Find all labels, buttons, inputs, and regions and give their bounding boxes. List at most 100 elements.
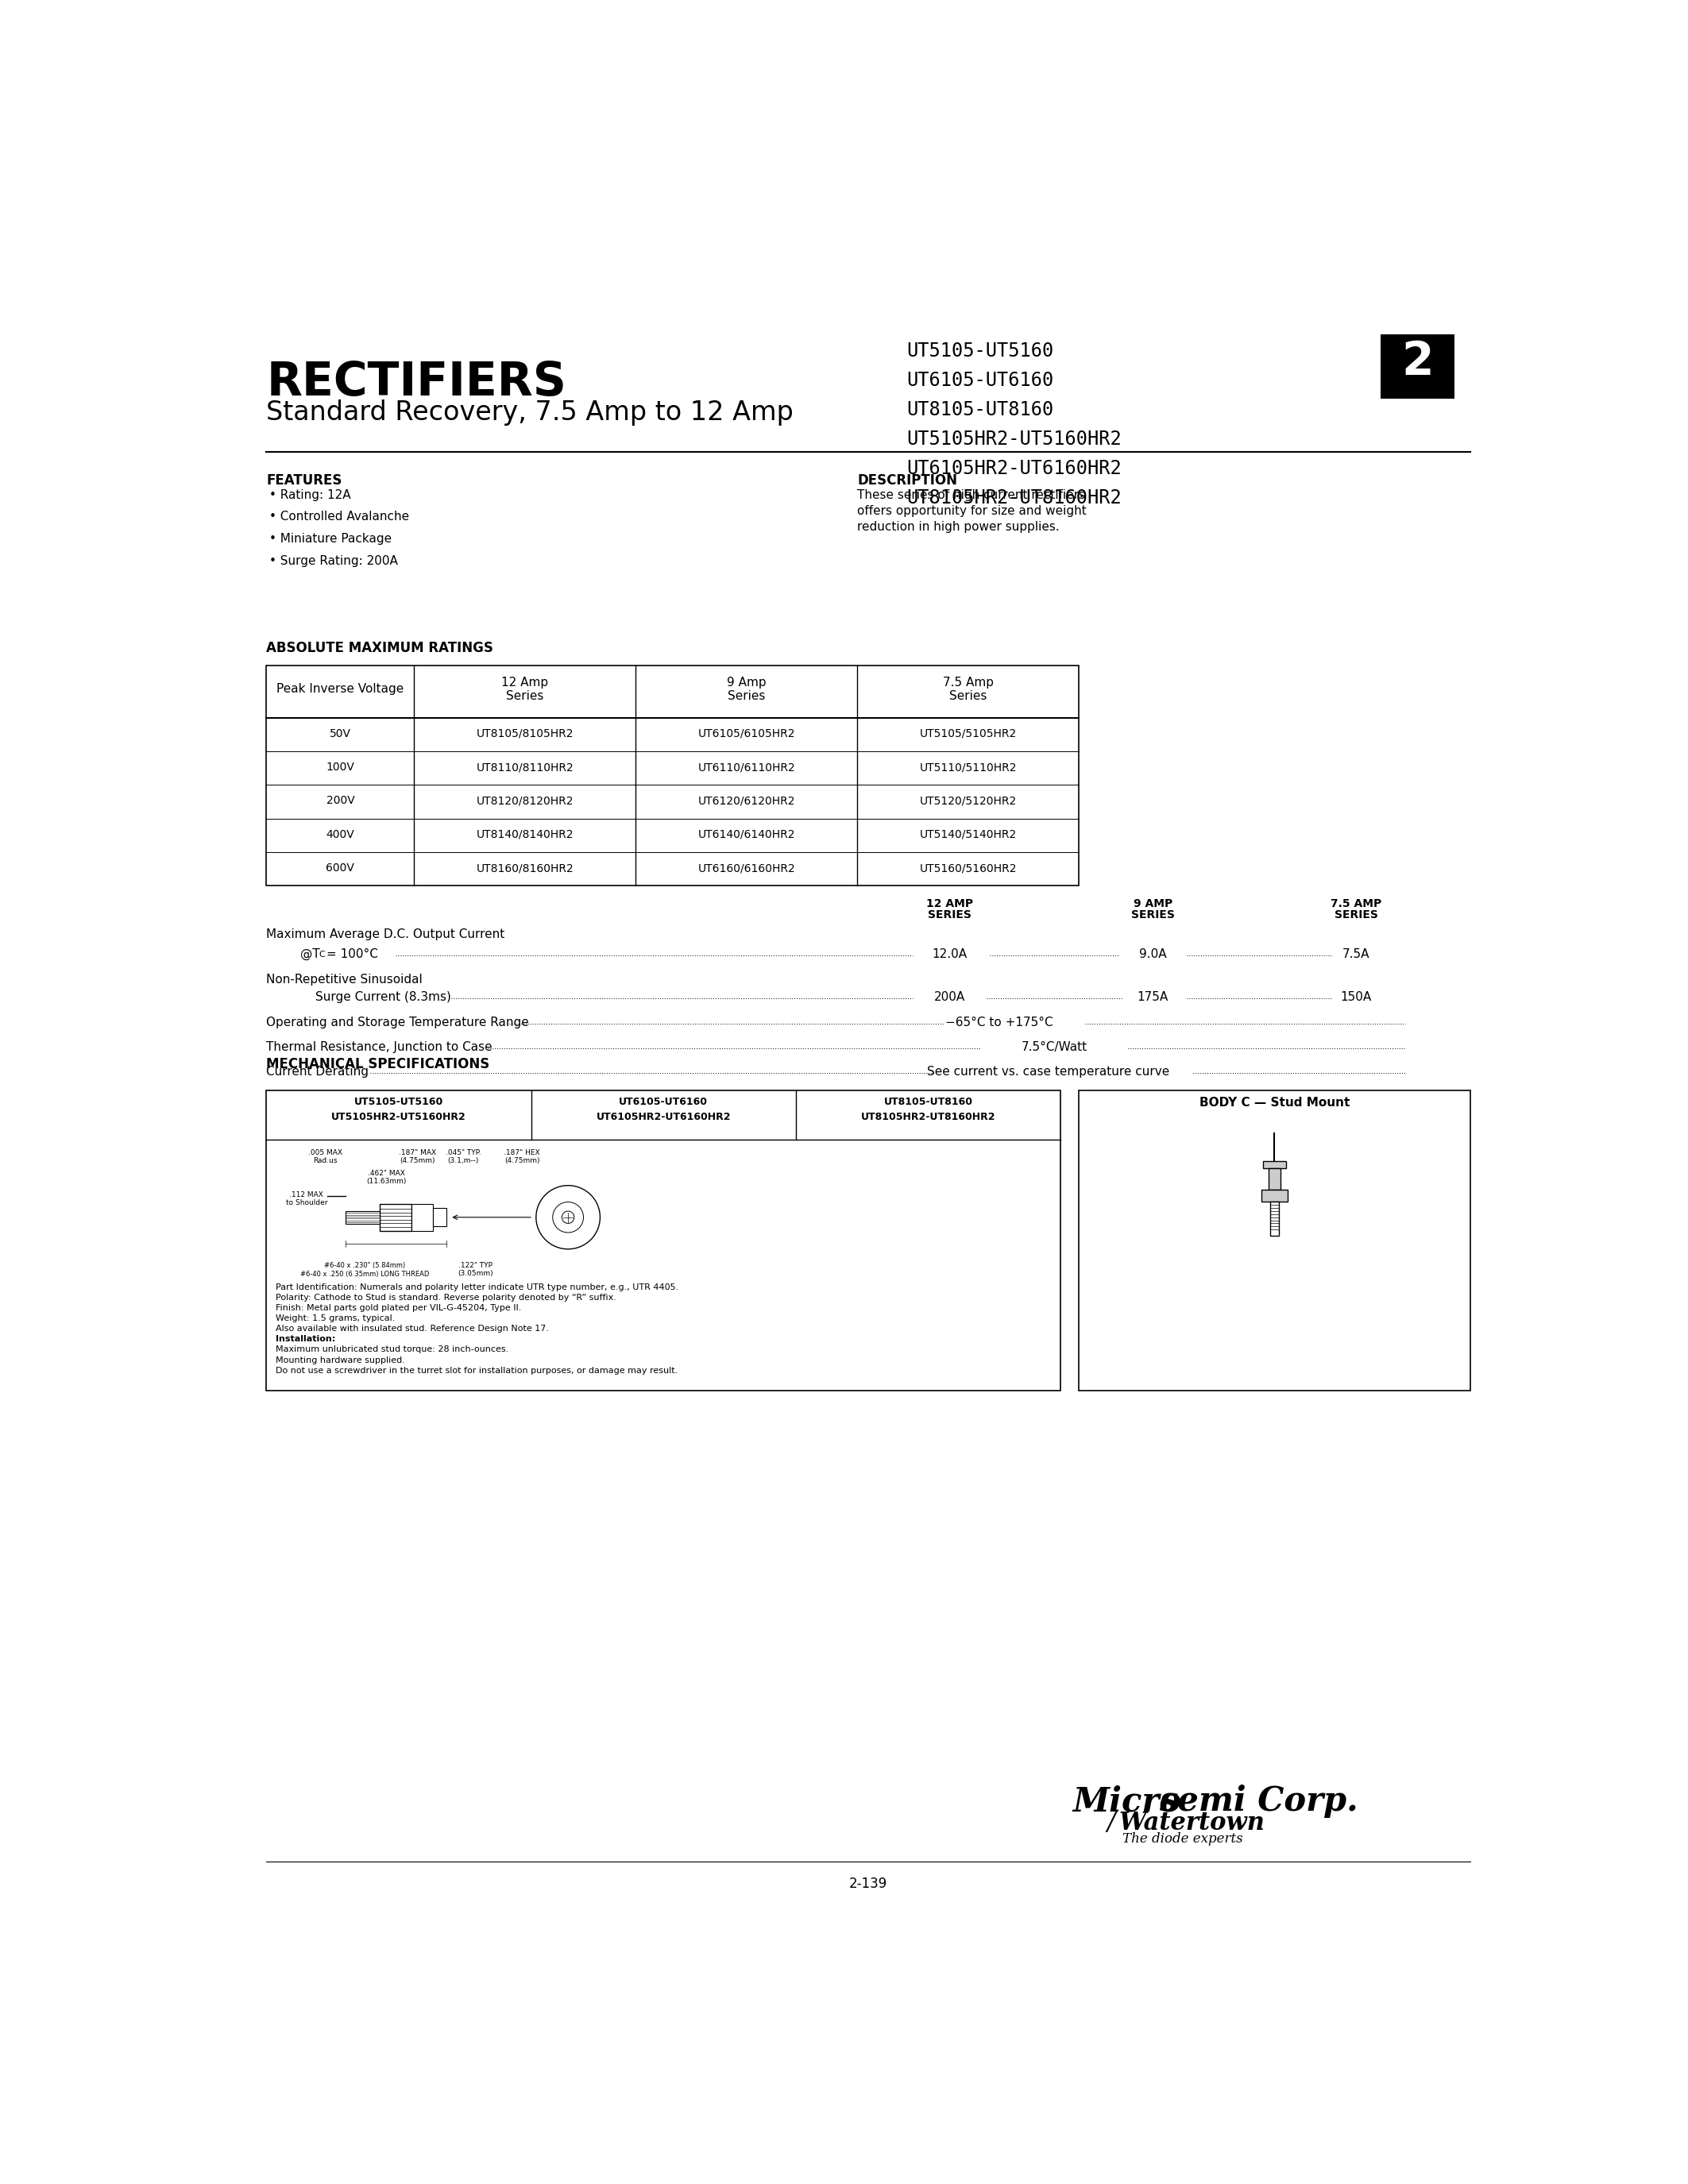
Text: Polarity: Cathode to Stud is standard. Reverse polarity denoted by “R” suffix.: Polarity: Cathode to Stud is standard. R… bbox=[275, 1293, 616, 1302]
Text: −65°C to +175°C: −65°C to +175°C bbox=[945, 1018, 1053, 1029]
Bar bbox=[1268, 1168, 1281, 1190]
Text: #6-40 x .230" (5.84mm): #6-40 x .230" (5.84mm) bbox=[324, 1262, 405, 1269]
Bar bbox=[267, 666, 1079, 887]
Text: .187" MAX: .187" MAX bbox=[398, 1149, 436, 1155]
Text: Do not use a screwdriver in the turret slot for installation purposes, or damage: Do not use a screwdriver in the turret s… bbox=[275, 1367, 679, 1374]
Text: ABSOLUTE MAXIMUM RATINGS: ABSOLUTE MAXIMUM RATINGS bbox=[267, 642, 493, 655]
Text: offers opportunity for size and weight: offers opportunity for size and weight bbox=[858, 505, 1087, 518]
Text: (3.05mm): (3.05mm) bbox=[457, 1269, 493, 1278]
Text: .005 MAX: .005 MAX bbox=[307, 1149, 343, 1155]
Text: 9.0A: 9.0A bbox=[1139, 948, 1166, 961]
Text: • Surge Rating: 200A: • Surge Rating: 200A bbox=[270, 555, 398, 568]
Text: Thermal Resistance, Junction to Case: Thermal Resistance, Junction to Case bbox=[267, 1042, 493, 1053]
Text: These series of high current rectifiers: These series of high current rectifiers bbox=[858, 489, 1085, 500]
Text: Non-Repetitive Sinusoidal: Non-Repetitive Sinusoidal bbox=[267, 974, 422, 985]
Text: (4.75mm): (4.75mm) bbox=[400, 1158, 436, 1164]
Bar bbox=[1079, 1090, 1470, 1391]
Text: Watertown: Watertown bbox=[1119, 1811, 1264, 1835]
Text: 12 AMP: 12 AMP bbox=[927, 898, 974, 909]
Text: • Rating: 12A: • Rating: 12A bbox=[270, 489, 351, 500]
Text: Peak Inverse Voltage: Peak Inverse Voltage bbox=[277, 684, 403, 695]
Text: BODY C — Stud Mount: BODY C — Stud Mount bbox=[1198, 1096, 1350, 1109]
Text: UT6105-UT6160: UT6105-UT6160 bbox=[619, 1096, 707, 1107]
Text: UT5140/5140HR2: UT5140/5140HR2 bbox=[920, 830, 1016, 841]
Text: 2-139: 2-139 bbox=[849, 1876, 888, 1891]
Text: Maximum Average D.C. Output Current: Maximum Average D.C. Output Current bbox=[267, 928, 505, 941]
Text: See current vs. case temperature curve: See current vs. case temperature curve bbox=[927, 1066, 1170, 1077]
Text: Also available with insulated stud. Reference Design Note 17.: Also available with insulated stud. Refe… bbox=[275, 1326, 549, 1332]
Text: 175A: 175A bbox=[1138, 992, 1168, 1002]
Text: Operating and Storage Temperature Range: Operating and Storage Temperature Range bbox=[267, 1018, 528, 1029]
Text: UT8105/8105HR2: UT8105/8105HR2 bbox=[476, 727, 574, 738]
Bar bbox=[380, 1203, 412, 1232]
Text: 400V: 400V bbox=[326, 830, 354, 841]
Text: Part Identification: Numerals and polarity letter indicate UTR type number, e.g.: Part Identification: Numerals and polari… bbox=[275, 1284, 679, 1291]
Text: Micro: Micro bbox=[1074, 1784, 1182, 1817]
Text: 7.5A: 7.5A bbox=[1342, 948, 1369, 961]
Text: .122" TYP: .122" TYP bbox=[459, 1262, 493, 1269]
Bar bbox=[412, 1203, 434, 1232]
Bar bbox=[1263, 1162, 1286, 1168]
Text: UT5105HR2-UT5160HR2: UT5105HR2-UT5160HR2 bbox=[331, 1112, 466, 1123]
Text: .462" MAX: .462" MAX bbox=[368, 1171, 405, 1177]
Text: Series: Series bbox=[506, 690, 544, 701]
Text: /: / bbox=[1107, 1811, 1123, 1835]
Text: 9 Amp: 9 Amp bbox=[728, 677, 766, 688]
Text: reduction in high power supplies.: reduction in high power supplies. bbox=[858, 520, 1060, 533]
Text: DESCRIPTION: DESCRIPTION bbox=[858, 474, 957, 487]
Text: #6-40 x .250 (6.35mm) LONG THREAD: #6-40 x .250 (6.35mm) LONG THREAD bbox=[300, 1271, 429, 1278]
Text: UT8110/8110HR2: UT8110/8110HR2 bbox=[476, 762, 574, 773]
Text: Series: Series bbox=[728, 690, 765, 701]
Text: 200V: 200V bbox=[326, 795, 354, 806]
Text: 100V: 100V bbox=[326, 762, 354, 773]
Text: 12.0A: 12.0A bbox=[932, 948, 967, 961]
Text: UT8105-UT8160: UT8105-UT8160 bbox=[885, 1096, 972, 1107]
Text: .045" TYP.: .045" TYP. bbox=[446, 1149, 481, 1155]
Text: semi Corp.: semi Corp. bbox=[1160, 1784, 1359, 1817]
Text: @T: @T bbox=[300, 948, 321, 961]
Text: 7.5 Amp: 7.5 Amp bbox=[944, 677, 994, 688]
Text: Installation:: Installation: bbox=[275, 1334, 336, 1343]
Text: Current Derating: Current Derating bbox=[267, 1066, 370, 1077]
Bar bbox=[346, 1212, 380, 1223]
Text: UT8105HR2-UT8160HR2: UT8105HR2-UT8160HR2 bbox=[861, 1112, 996, 1123]
Bar bbox=[1261, 1190, 1288, 1201]
Text: 600V: 600V bbox=[326, 863, 354, 874]
Text: to Shoulder: to Shoulder bbox=[285, 1199, 327, 1208]
Text: 150A: 150A bbox=[1340, 992, 1372, 1002]
Text: (3.1,m--): (3.1,m--) bbox=[447, 1158, 479, 1164]
Text: 7.5°C/Watt: 7.5°C/Watt bbox=[1021, 1042, 1087, 1053]
Text: Maximum unlubricated stud torque: 28 inch-ounces.: Maximum unlubricated stud torque: 28 inc… bbox=[275, 1345, 508, 1354]
Text: UT5160/5160HR2: UT5160/5160HR2 bbox=[920, 863, 1016, 874]
Bar bbox=[1381, 334, 1455, 397]
Text: Standard Recovery, 7.5 Amp to 12 Amp: Standard Recovery, 7.5 Amp to 12 Amp bbox=[267, 400, 793, 426]
Text: UT5105-UT5160: UT5105-UT5160 bbox=[354, 1096, 444, 1107]
Text: 9 AMP: 9 AMP bbox=[1133, 898, 1173, 909]
Text: UT6105-UT6160: UT6105-UT6160 bbox=[906, 371, 1053, 391]
Text: FEATURES: FEATURES bbox=[267, 474, 343, 487]
Text: UT6160/6160HR2: UT6160/6160HR2 bbox=[697, 863, 795, 874]
Text: UT5105HR2-UT5160HR2: UT5105HR2-UT5160HR2 bbox=[906, 430, 1123, 448]
Text: UT8160/8160HR2: UT8160/8160HR2 bbox=[476, 863, 574, 874]
Text: Series: Series bbox=[949, 690, 987, 701]
Text: UT8105HR2-UT8160HR2: UT8105HR2-UT8160HR2 bbox=[906, 489, 1123, 507]
Text: Finish: Metal parts gold plated per VIL-G-45204, Type II.: Finish: Metal parts gold plated per VIL-… bbox=[275, 1304, 522, 1313]
Text: UT6105HR2-UT6160HR2: UT6105HR2-UT6160HR2 bbox=[596, 1112, 731, 1123]
Text: SERIES: SERIES bbox=[928, 909, 972, 919]
Text: UT5105-UT5160: UT5105-UT5160 bbox=[906, 341, 1053, 360]
Bar bbox=[434, 1208, 447, 1227]
Text: UT6120/6120HR2: UT6120/6120HR2 bbox=[697, 795, 795, 806]
Text: 2: 2 bbox=[1401, 339, 1433, 384]
Text: Surge Current (8.3ms): Surge Current (8.3ms) bbox=[316, 992, 451, 1002]
Text: UT6140/6140HR2: UT6140/6140HR2 bbox=[697, 830, 795, 841]
Text: 7.5 AMP: 7.5 AMP bbox=[1330, 898, 1381, 909]
Text: Rad.us: Rad.us bbox=[312, 1158, 338, 1164]
Text: UT5120/5120HR2: UT5120/5120HR2 bbox=[920, 795, 1016, 806]
Text: (11.63mm): (11.63mm) bbox=[366, 1177, 407, 1186]
Text: UT5110/5110HR2: UT5110/5110HR2 bbox=[920, 762, 1016, 773]
Text: The diode experts: The diode experts bbox=[1123, 1832, 1242, 1845]
Text: .112 MAX: .112 MAX bbox=[289, 1192, 324, 1199]
Text: • Miniature Package: • Miniature Package bbox=[270, 533, 392, 544]
Bar bbox=[267, 1090, 1060, 1391]
Text: MECHANICAL SPECIFICATIONS: MECHANICAL SPECIFICATIONS bbox=[267, 1057, 490, 1072]
